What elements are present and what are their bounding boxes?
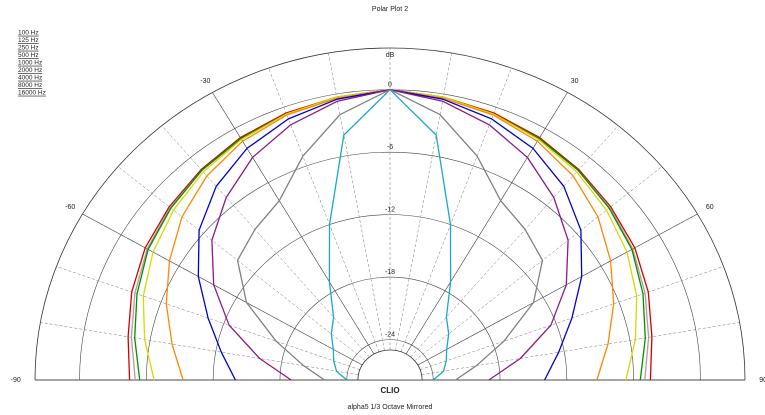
chart-title: Polar Plot 2 <box>372 6 408 13</box>
r-tick-label: -6 <box>387 144 393 151</box>
theta-tick-line <box>405 92 568 355</box>
logo: CLIO <box>380 386 399 395</box>
legend-entry: 1000 Hz <box>18 60 42 67</box>
grid-spoke <box>117 166 366 361</box>
center-hole <box>357 349 423 381</box>
grid-spoke <box>395 52 452 351</box>
grid-spoke <box>328 52 385 351</box>
series-line <box>236 89 544 381</box>
r-tick-label: -18 <box>385 269 395 276</box>
theta-tick-label: -60 <box>65 204 75 211</box>
theta-tick-line <box>417 213 698 366</box>
grid-spoke <box>414 166 663 361</box>
legend-entry: 250 Hz <box>18 45 39 52</box>
legend-entry: 2000 Hz <box>18 67 42 74</box>
legend-entry: 4000 Hz <box>18 75 42 82</box>
chart-subtitle: alpha5 1/3 Octave Mirrored <box>348 404 433 411</box>
theta-tick-label: -30 <box>200 78 210 85</box>
legend-entry: 8000 Hz <box>18 82 42 89</box>
theta-tick-label: 60 <box>706 204 714 211</box>
legend-entry: 500 Hz <box>18 52 39 59</box>
r-axis-label: dB <box>386 52 395 59</box>
theta-tick-label: 30 <box>571 78 579 85</box>
grid-spoke <box>161 125 370 358</box>
legend-entry: 16000 Hz <box>18 90 46 97</box>
legend-entry: 100 Hz <box>18 30 39 37</box>
grid-spoke <box>400 67 512 352</box>
r-tick-label: -24 <box>385 331 395 338</box>
grid <box>34 47 746 381</box>
grid-spoke <box>421 322 740 376</box>
r-tick-label: 0 <box>388 81 392 88</box>
theta-tick-label: -90 <box>11 377 21 384</box>
legend-entry: 125 Hz <box>18 37 39 44</box>
r-tick-label: -12 <box>385 206 395 213</box>
theta-tick-label: 90 <box>759 377 765 384</box>
grid-spoke <box>40 322 359 376</box>
grid-spoke <box>268 67 380 352</box>
theta-tick-line <box>82 213 363 366</box>
theta-tick-line <box>212 92 375 355</box>
grid-spoke <box>410 125 619 358</box>
